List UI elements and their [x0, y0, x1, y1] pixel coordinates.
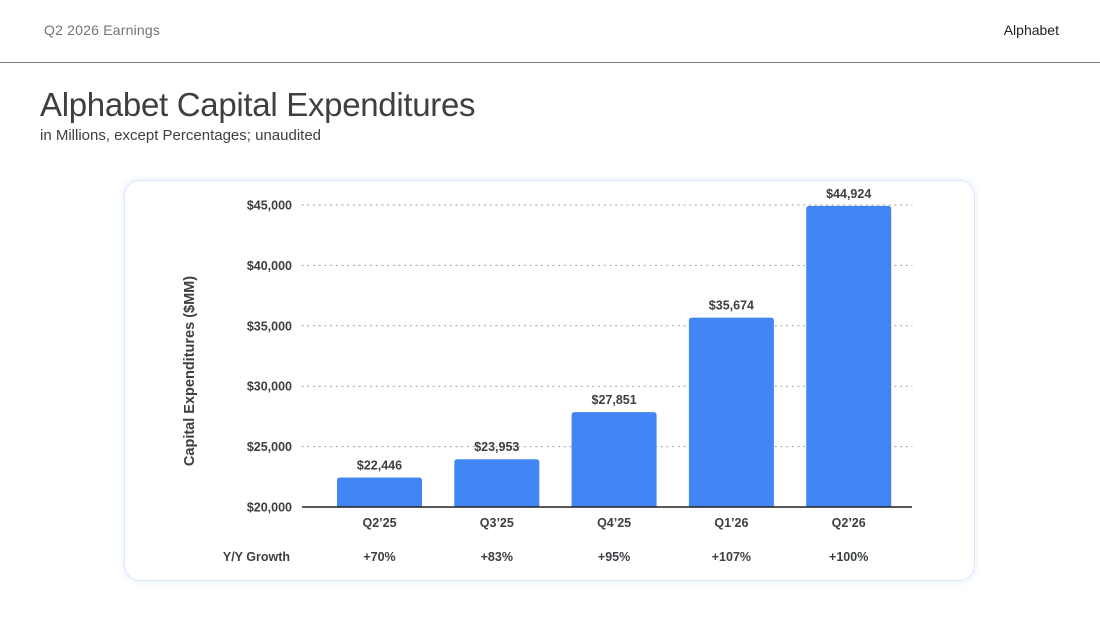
y-tick-label: $25,000 — [247, 440, 292, 454]
bar — [571, 412, 657, 507]
growth-value: +95% — [598, 550, 630, 564]
bar-value-label: $35,674 — [709, 299, 754, 313]
y-tick-label: $40,000 — [247, 259, 292, 273]
bar-value-label: $44,924 — [826, 187, 871, 201]
y-axis-title: Capital Expenditures ($MM) — [182, 276, 198, 466]
growth-value: +70% — [363, 550, 395, 564]
header-divider — [0, 62, 1100, 63]
growth-row-label: Y/Y Growth — [223, 550, 290, 564]
bar-value-label: $27,851 — [592, 393, 637, 407]
header-earnings-label: Q2 2026 Earnings — [44, 22, 161, 38]
growth-value: +100% — [829, 550, 868, 564]
x-tick-label: Q3’25 — [480, 516, 514, 530]
bar — [337, 477, 422, 507]
page-subtitle: in Millions, except Percentages; unaudit… — [40, 127, 322, 144]
bar — [688, 317, 774, 507]
bar — [454, 459, 540, 507]
x-tick-label: Q2’26 — [832, 516, 866, 530]
bar — [806, 205, 892, 507]
y-tick-label: $45,000 — [247, 199, 292, 213]
header-brand: Alphabet — [1003, 22, 1059, 38]
x-tick-label: Q1’26 — [714, 516, 748, 530]
bar-value-label: $23,953 — [474, 440, 519, 454]
bar-value-label: $22,446 — [357, 458, 402, 472]
y-tick-label: $20,000 — [247, 501, 292, 515]
x-tick-label: Q2’25 — [362, 516, 396, 530]
x-tick-label: Q4’25 — [597, 516, 631, 530]
page-title: Alphabet Capital Expenditures — [40, 86, 476, 123]
growth-value: +83% — [481, 550, 513, 564]
growth-value: +107% — [712, 550, 751, 564]
y-tick-label: $30,000 — [247, 380, 292, 394]
y-tick-label: $35,000 — [247, 319, 292, 333]
